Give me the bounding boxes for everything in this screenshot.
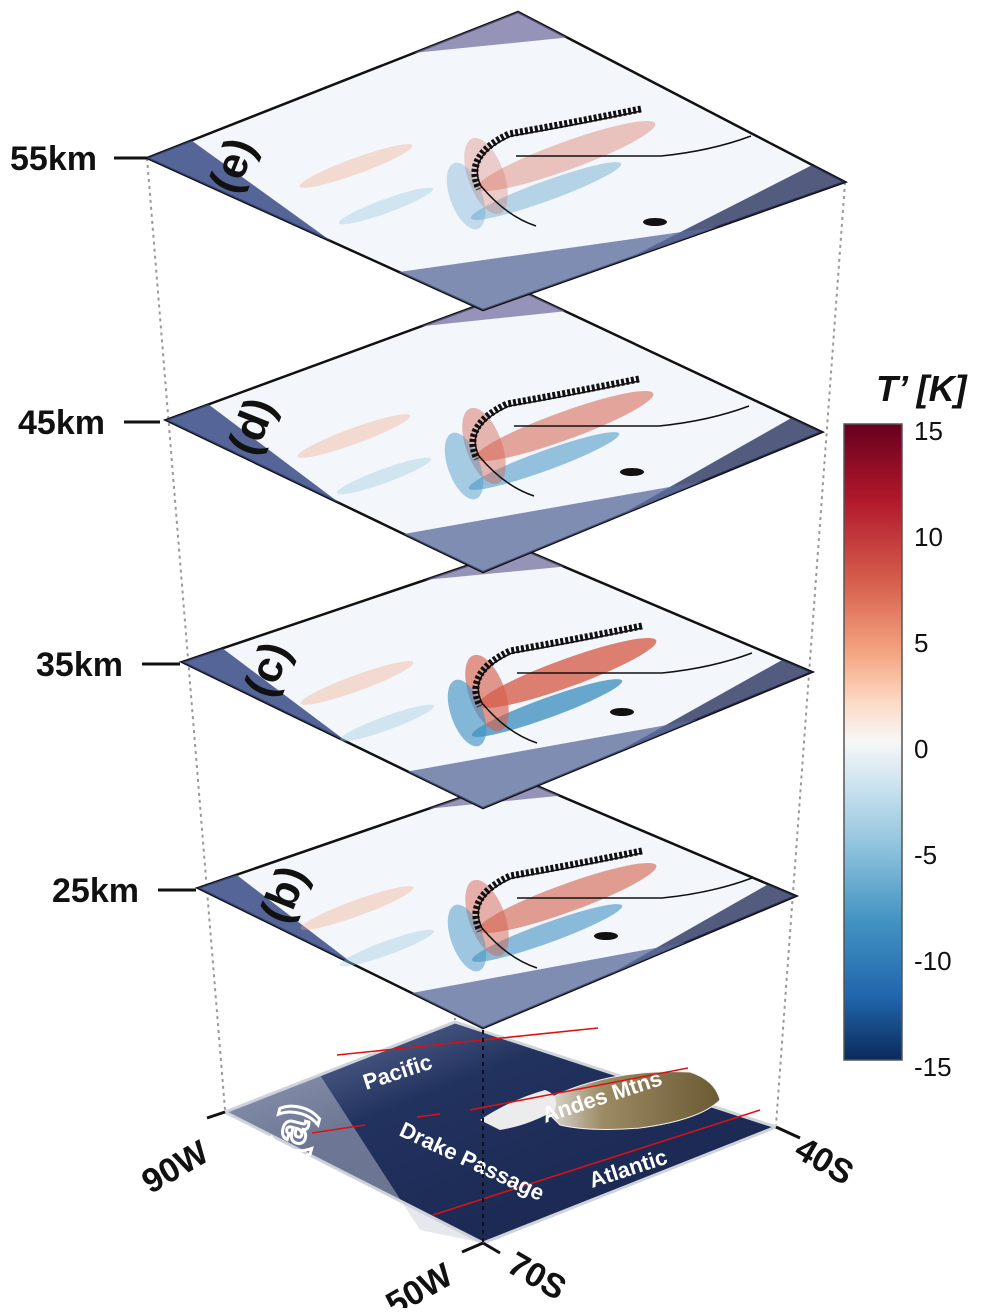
temperature-layer: (c) xyxy=(178,546,816,810)
axis-label-90w: 90W xyxy=(136,1133,216,1201)
temperature-layer: (e) xyxy=(143,10,849,312)
altitude-label-55km: 55km xyxy=(10,140,97,178)
axis-label-70s: 70S xyxy=(501,1245,572,1308)
base-axes xyxy=(206,1110,801,1255)
temperature-layer: (b) xyxy=(194,776,800,1030)
axis-label-50w: 50W xyxy=(380,1256,460,1308)
altitude-label-35km: 35km xyxy=(36,646,123,684)
colorbar-tick: -5 xyxy=(914,840,938,870)
altitude-label-25km: 25km xyxy=(52,872,139,910)
temperature-layer: (d) xyxy=(162,288,826,574)
colorbar-tick: -10 xyxy=(914,946,952,976)
colorbar-tick: 0 xyxy=(914,734,929,764)
colorbar-tick: 10 xyxy=(914,522,943,552)
altitude-label-45km: 45km xyxy=(18,404,105,442)
colorbar-tick: 15 xyxy=(914,416,943,446)
colorbar-title: T’ [K] xyxy=(876,368,967,409)
colorbar xyxy=(843,423,903,1061)
colorbar-tick: 5 xyxy=(914,628,929,658)
colorbar-tick: -15 xyxy=(914,1052,952,1082)
base-map: Pacific Andes Mtns Drake Passage Atlanti… xyxy=(221,1020,781,1245)
